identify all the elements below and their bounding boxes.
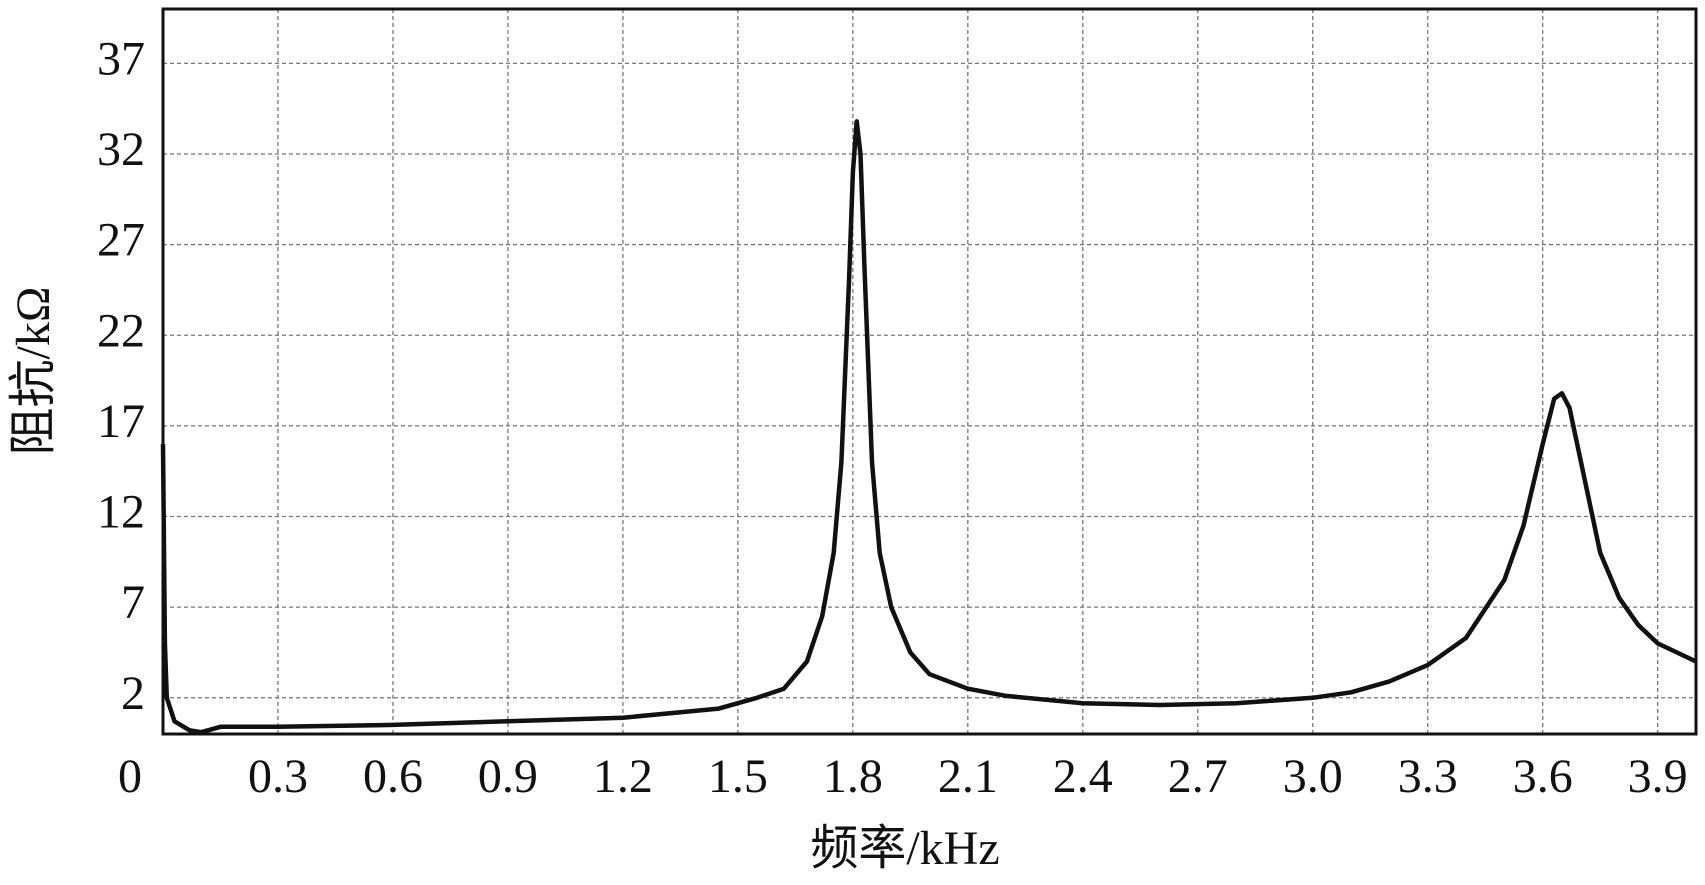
x-tick-label: 1.8: [823, 750, 883, 803]
x-tick-label: 2.7: [1168, 750, 1228, 803]
x-tick-label: 1.2: [593, 750, 653, 803]
x-tick-label: 2.1: [938, 750, 998, 803]
y-tick-label: 27: [97, 214, 145, 267]
y-tick-label: 22: [97, 304, 145, 357]
y-axis-label: 阻抗/kΩ: [7, 286, 60, 455]
y-tick-label: 17: [97, 395, 145, 448]
x-tick-label: 2.4: [1053, 750, 1113, 803]
x-axis-label: 频率/kHz: [810, 822, 999, 875]
x-tick-label: 1.5: [708, 750, 768, 803]
x-tick-label: 0: [118, 750, 142, 803]
x-tick-label: 3.6: [1513, 750, 1573, 803]
x-tick-label: 0.3: [248, 750, 308, 803]
y-tick-label: 37: [97, 32, 145, 85]
x-tick-label: 3.9: [1628, 750, 1688, 803]
line: [160, 119, 1697, 735]
y-tick-label: 7: [121, 576, 145, 629]
y-tick-label: 32: [97, 123, 145, 176]
plot-frame: [161, 7, 1698, 736]
x-tick-label: 3.3: [1398, 750, 1458, 803]
x-tick-label: 0.6: [363, 750, 423, 803]
x-tick-label: 3.0: [1283, 750, 1343, 803]
x-tick-label: 0.9: [478, 750, 538, 803]
y-tick-label: 2: [121, 667, 145, 720]
y-tick-label: 12: [97, 486, 145, 539]
